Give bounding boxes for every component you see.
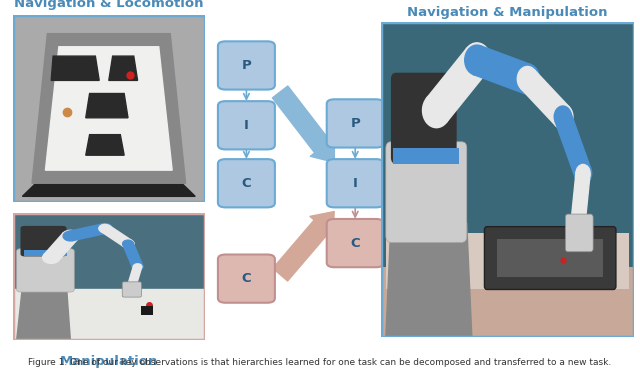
Circle shape bbox=[127, 283, 136, 288]
Polygon shape bbox=[86, 135, 124, 155]
Text: C: C bbox=[241, 177, 252, 190]
Text: I: I bbox=[244, 119, 249, 132]
FancyBboxPatch shape bbox=[386, 142, 467, 242]
Text: P: P bbox=[350, 117, 360, 130]
Text: Navigation & Locomotion: Navigation & Locomotion bbox=[14, 0, 204, 10]
Polygon shape bbox=[474, 46, 531, 94]
FancyBboxPatch shape bbox=[218, 42, 275, 90]
Circle shape bbox=[465, 45, 489, 75]
FancyBboxPatch shape bbox=[24, 250, 67, 257]
FancyBboxPatch shape bbox=[327, 99, 384, 147]
FancyBboxPatch shape bbox=[394, 148, 459, 164]
Polygon shape bbox=[571, 172, 590, 225]
FancyBboxPatch shape bbox=[327, 159, 384, 207]
FancyBboxPatch shape bbox=[391, 73, 457, 164]
FancyBboxPatch shape bbox=[218, 254, 275, 303]
FancyBboxPatch shape bbox=[218, 159, 275, 207]
FancyBboxPatch shape bbox=[17, 249, 74, 292]
Circle shape bbox=[123, 240, 133, 247]
Circle shape bbox=[132, 263, 143, 270]
Polygon shape bbox=[17, 287, 70, 340]
FancyBboxPatch shape bbox=[218, 101, 275, 149]
Polygon shape bbox=[123, 243, 143, 267]
Polygon shape bbox=[44, 233, 78, 261]
FancyBboxPatch shape bbox=[20, 226, 67, 257]
Circle shape bbox=[422, 93, 451, 128]
Polygon shape bbox=[521, 70, 570, 126]
Text: C: C bbox=[241, 272, 252, 285]
Circle shape bbox=[42, 252, 60, 263]
Polygon shape bbox=[100, 226, 132, 246]
Text: Manipulation: Manipulation bbox=[60, 355, 158, 368]
Circle shape bbox=[99, 224, 111, 233]
FancyBboxPatch shape bbox=[327, 219, 384, 267]
FancyBboxPatch shape bbox=[122, 282, 141, 297]
Circle shape bbox=[133, 264, 142, 269]
Circle shape bbox=[98, 224, 112, 233]
FancyArrowPatch shape bbox=[273, 86, 335, 162]
Polygon shape bbox=[427, 48, 486, 123]
FancyBboxPatch shape bbox=[565, 214, 593, 252]
Polygon shape bbox=[22, 183, 195, 196]
Circle shape bbox=[517, 67, 538, 92]
Circle shape bbox=[122, 240, 134, 248]
Circle shape bbox=[61, 230, 79, 242]
Circle shape bbox=[463, 43, 491, 77]
Circle shape bbox=[554, 106, 572, 128]
FancyBboxPatch shape bbox=[13, 213, 205, 340]
Polygon shape bbox=[68, 224, 108, 240]
FancyBboxPatch shape bbox=[381, 22, 634, 337]
Text: Navigation & Manipulation: Navigation & Manipulation bbox=[407, 6, 607, 19]
Circle shape bbox=[553, 104, 573, 129]
Polygon shape bbox=[32, 34, 186, 183]
FancyArrowPatch shape bbox=[273, 212, 334, 281]
Polygon shape bbox=[51, 56, 99, 80]
Circle shape bbox=[515, 64, 540, 94]
Text: P: P bbox=[241, 59, 252, 72]
Polygon shape bbox=[45, 47, 172, 170]
FancyBboxPatch shape bbox=[484, 227, 616, 289]
FancyBboxPatch shape bbox=[497, 239, 604, 277]
Text: C: C bbox=[350, 237, 360, 249]
FancyBboxPatch shape bbox=[141, 306, 153, 315]
Polygon shape bbox=[109, 56, 138, 80]
Text: Figure 1: One of our key observations is that hierarchies learned for one task c: Figure 1: One of our key observations is… bbox=[28, 358, 612, 367]
FancyBboxPatch shape bbox=[13, 15, 205, 202]
Circle shape bbox=[571, 215, 585, 232]
Circle shape bbox=[575, 163, 591, 184]
Polygon shape bbox=[13, 289, 205, 340]
Polygon shape bbox=[555, 112, 591, 178]
Circle shape bbox=[63, 231, 77, 241]
Text: I: I bbox=[353, 177, 358, 190]
Circle shape bbox=[576, 165, 590, 182]
FancyBboxPatch shape bbox=[386, 233, 628, 289]
Polygon shape bbox=[86, 94, 128, 118]
Polygon shape bbox=[386, 224, 472, 337]
FancyBboxPatch shape bbox=[381, 267, 634, 337]
Polygon shape bbox=[128, 266, 141, 286]
